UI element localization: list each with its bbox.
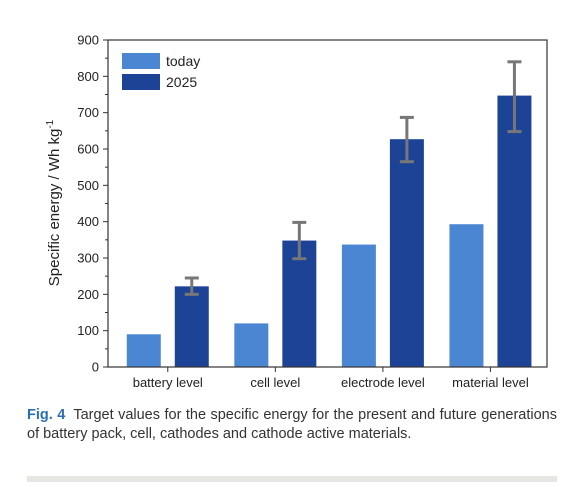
y-axis-title-main: Specific energy / Wh kg [46,129,63,287]
legend: today 2025 [122,53,200,90]
bar-2025 [174,286,209,367]
figure-label: Fig. 4 [27,407,66,423]
bar-chart: 0 100 200 300 400 500 600 700 800 900 battery lev… [45,33,548,390]
bars [126,95,532,367]
plot-frame [107,39,548,368]
y-axis-title-superscript: -1 [45,119,56,128]
y-axis-title: Specific energy / Wh kg-1 [45,119,63,286]
y-tick-label: 100 [77,323,99,338]
caption-text: Target values for the specific energy fo… [27,407,557,442]
bar-2025 [282,240,317,367]
y-tick-label: 200 [77,287,99,302]
legend-label-2025: 2025 [166,74,197,90]
x-category-label: electrode level [341,375,425,390]
x-category-label: battery level [133,375,203,390]
y-tick-label: 900 [77,33,99,48]
y-axis-ticks: 0 100 200 300 400 500 600 700 800 900 [77,33,108,375]
y-tick-label: 500 [77,178,99,193]
bottom-rule [27,476,557,482]
figure-caption: Fig. 4 Target values for the specific ene… [27,406,557,444]
bar-today [449,224,484,367]
bar-today [126,334,161,367]
y-tick-label: 600 [77,142,99,157]
bar-today [341,244,376,367]
bar-today [234,323,269,367]
y-tick-label: 300 [77,251,99,266]
y-tick-label: 0 [92,360,99,375]
x-category-label: cell level [250,375,300,390]
y-tick-label: 700 [77,105,99,120]
y-tick-label: 400 [77,214,99,229]
x-category-label: material level [452,375,529,390]
error-bars [184,60,522,296]
bar-2025 [497,95,532,367]
legend-label-today: today [166,53,200,69]
bar-2025 [389,139,424,367]
legend-swatch-2025 [122,74,160,90]
y-tick-label: 800 [77,69,99,84]
legend-swatch-today [122,53,160,69]
x-axis-categories: battery level cell level electrode level ma… [133,367,529,390]
